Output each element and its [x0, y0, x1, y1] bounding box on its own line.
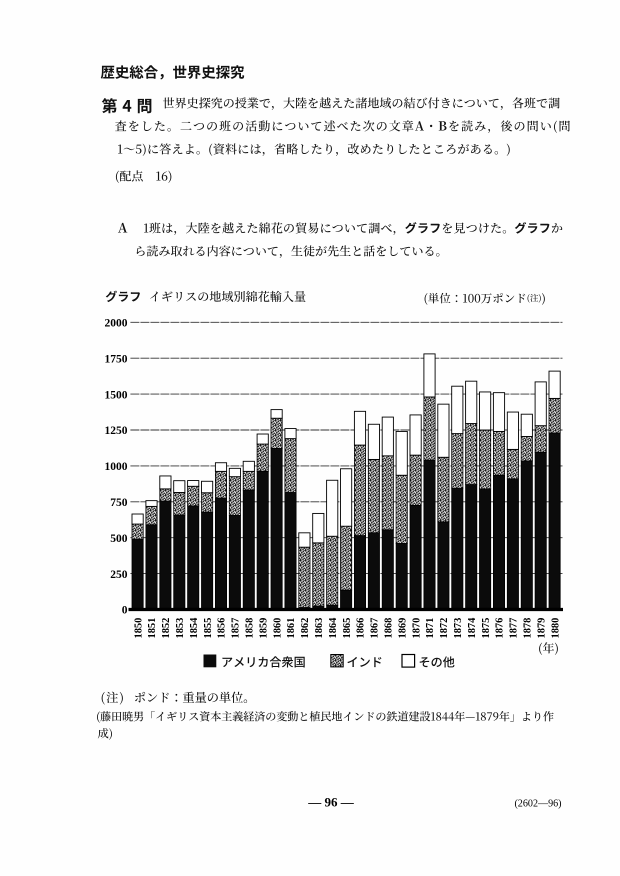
svg-text:1880: 1880 — [550, 618, 561, 639]
svg-text:1855: 1855 — [203, 618, 214, 639]
svg-text:1500: 1500 — [105, 389, 128, 401]
svg-text:1858: 1858 — [245, 618, 256, 639]
svg-text:1861: 1861 — [286, 618, 297, 639]
svg-text:250: 250 — [110, 569, 128, 581]
svg-text:500: 500 — [110, 533, 128, 545]
svg-text:0: 0 — [122, 605, 128, 617]
svg-text:(2602—96): (2602—96) — [514, 799, 561, 810]
svg-text:1870: 1870 — [411, 618, 422, 639]
svg-text:1853: 1853 — [175, 618, 186, 639]
svg-text:1856: 1856 — [217, 618, 228, 639]
svg-text:1868: 1868 — [384, 618, 395, 639]
svg-text:— 96 —: — 96 — — [307, 795, 355, 810]
svg-text:1850: 1850 — [133, 618, 144, 639]
svg-text:1859: 1859 — [258, 618, 269, 639]
svg-text:750: 750 — [110, 497, 128, 509]
svg-text:1863: 1863 — [314, 618, 325, 639]
svg-text:1854: 1854 — [189, 618, 200, 639]
svg-text:1867: 1867 — [370, 618, 381, 639]
svg-text:1866: 1866 — [356, 618, 367, 639]
svg-text:1878: 1878 — [523, 618, 534, 639]
svg-text:1876: 1876 — [495, 618, 506, 639]
svg-text:1865: 1865 — [342, 618, 353, 639]
svg-text:2000: 2000 — [105, 318, 128, 330]
svg-text:1750: 1750 — [105, 353, 128, 365]
svg-text:1862: 1862 — [300, 618, 311, 639]
svg-text:1873: 1873 — [453, 618, 464, 639]
svg-text:1860: 1860 — [272, 618, 283, 639]
svg-text:1857: 1857 — [231, 618, 242, 639]
svg-text:1852: 1852 — [161, 618, 172, 639]
svg-text:1250: 1250 — [105, 425, 128, 437]
svg-text:1877: 1877 — [509, 618, 520, 639]
svg-text:1869: 1869 — [397, 618, 408, 639]
svg-text:1872: 1872 — [439, 618, 450, 639]
svg-text:1871: 1871 — [425, 618, 436, 639]
svg-text:1874: 1874 — [467, 618, 478, 639]
svg-text:1864: 1864 — [328, 618, 339, 639]
svg-text:1875: 1875 — [481, 618, 492, 639]
svg-text:1879: 1879 — [536, 618, 547, 639]
svg-text:1000: 1000 — [105, 461, 128, 473]
svg-text:1851: 1851 — [147, 618, 158, 639]
